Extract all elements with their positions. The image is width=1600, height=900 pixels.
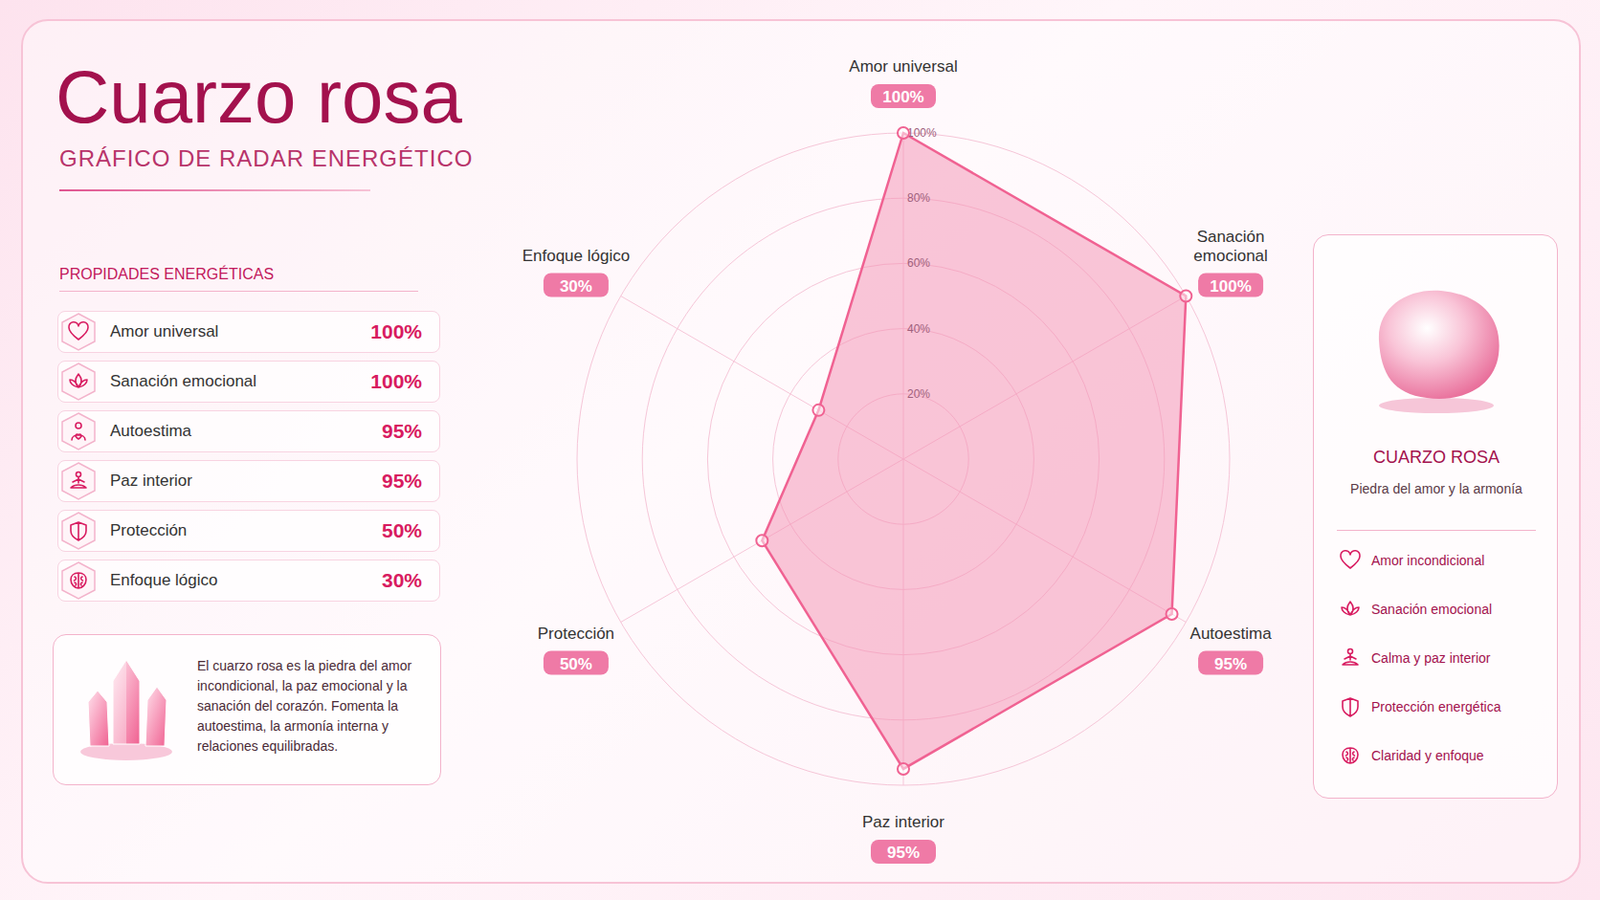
svg-text:20%: 20% xyxy=(907,387,931,401)
svg-text:60%: 60% xyxy=(907,256,931,270)
svg-text:Sanación: Sanación xyxy=(1197,227,1266,246)
svg-text:95%: 95% xyxy=(887,844,920,863)
html-text:Cuarzo rosa: Cuarzo rosa xyxy=(55,54,463,139)
svg-text:95%: 95% xyxy=(1214,655,1247,674)
html-text:Protección: Protección xyxy=(110,521,187,540)
html-text:95%: 95% xyxy=(381,420,423,443)
html-text:Sanación emocional: Sanación emocional xyxy=(110,372,257,391)
html-text:Amor universal: Amor universal xyxy=(110,322,219,341)
svg-text:Amor universal: Amor universal xyxy=(848,57,957,76)
svg-text:Paz interior: Paz interior xyxy=(862,813,945,832)
svg-text:Protección: Protección xyxy=(537,624,615,644)
html-text:100%: 100% xyxy=(370,370,423,393)
html-text:Sanación emocional: Sanación emocional xyxy=(1371,601,1492,618)
svg-text:Enfoque lógico: Enfoque lógico xyxy=(522,246,630,266)
html-text:Calma y paz interior: Calma y paz interior xyxy=(1371,650,1491,667)
svg-text:40%: 40% xyxy=(907,322,931,336)
html-text:95%: 95% xyxy=(381,469,423,492)
html-text:Protección energética: Protección energética xyxy=(1371,699,1501,715)
html-text:Amor incondicional: Amor incondicional xyxy=(1371,553,1485,569)
svg-text:30%: 30% xyxy=(559,277,593,296)
html-text:Piedra del amor y la armonía: Piedra del amor y la armonía xyxy=(1350,481,1523,497)
html-text:Claridad y enfoque: Claridad y enfoque xyxy=(1371,748,1484,764)
html-text:CUARZO ROSA: CUARZO ROSA xyxy=(1373,447,1500,467)
html-text:Paz interior: Paz interior xyxy=(110,471,193,490)
html-text:El cuarzo rosa es la piedra de: El cuarzo rosa es la piedra del amor inc… xyxy=(197,658,412,755)
html-text:GRÁFICO DE RADAR ENERGÉTICO: GRÁFICO DE RADAR ENERGÉTICO xyxy=(59,145,474,172)
html-text:30%: 30% xyxy=(381,569,423,592)
svg-text:emocional: emocional xyxy=(1193,246,1268,266)
svg-text:50%: 50% xyxy=(559,655,593,674)
svg-text:100%: 100% xyxy=(882,88,924,107)
html-text:Autoestima: Autoestima xyxy=(110,422,192,441)
html-text:50%: 50% xyxy=(381,519,423,542)
svg-text:80%: 80% xyxy=(907,191,931,205)
svg-text:Autoestima: Autoestima xyxy=(1190,624,1273,644)
svg-text:100%: 100% xyxy=(1209,277,1251,296)
html-text:Enfoque lógico: Enfoque lógico xyxy=(110,571,218,590)
html-text:100%: 100% xyxy=(370,320,423,343)
html-text:PROPIDADES ENERGÉTICAS: PROPIDADES ENERGÉTICAS xyxy=(59,266,274,283)
svg-text:100%: 100% xyxy=(907,126,937,140)
